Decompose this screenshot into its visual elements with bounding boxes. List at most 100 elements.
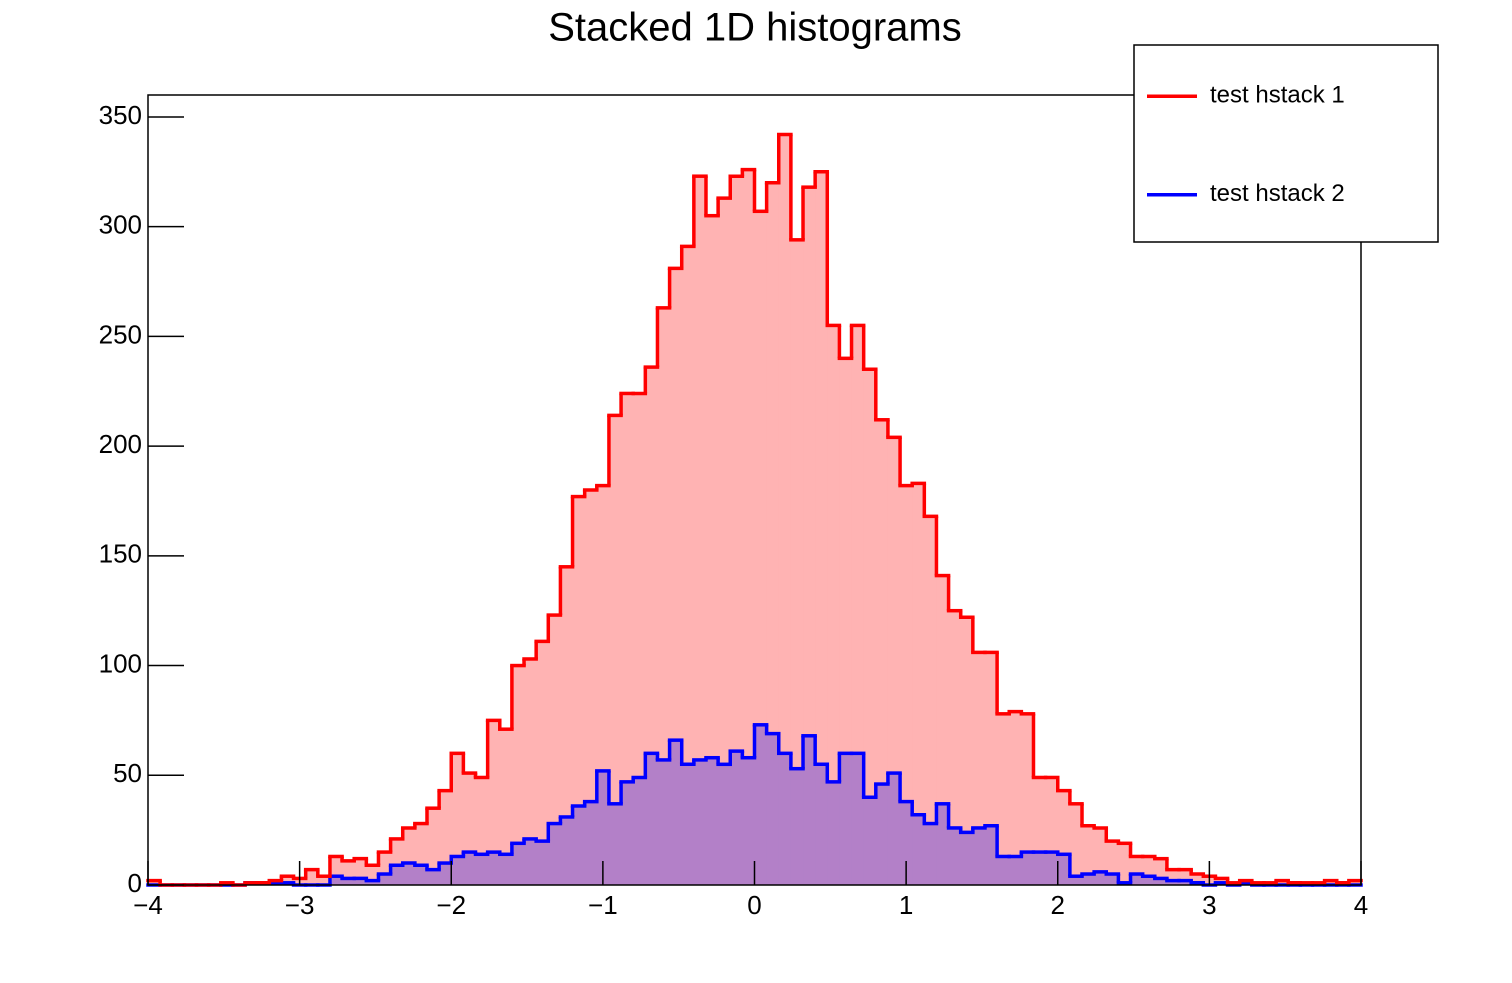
histogram-bar [499, 729, 513, 855]
histogram-bar [633, 393, 646, 778]
histogram-bar [342, 860, 355, 879]
y-tick-label: 50 [113, 758, 142, 788]
histogram-bar [1130, 874, 1144, 885]
y-tick-label: 0 [128, 868, 142, 898]
histogram-bar [657, 759, 671, 885]
histogram-bar [766, 182, 780, 734]
histogram-bar [1021, 713, 1034, 853]
histogram-bar [1033, 777, 1047, 853]
histogram-bar [1166, 869, 1180, 881]
histogram-bar [451, 856, 464, 885]
histogram-bar [378, 874, 392, 885]
histogram-bar [1057, 790, 1071, 855]
histogram-bar [815, 764, 828, 885]
histogram-bar [645, 367, 658, 754]
histogram-bar [790, 768, 804, 885]
chart-title: Stacked 1D histograms [548, 6, 962, 50]
histogram-bar [536, 841, 549, 885]
histogram-bar [1094, 827, 1107, 872]
histogram-bar [924, 516, 937, 824]
histogram-bar [681, 764, 695, 885]
histogram-bar [887, 773, 901, 885]
histogram-bar [402, 827, 416, 864]
histogram-bar [342, 878, 355, 885]
histogram-bar [1057, 854, 1071, 885]
histogram-bar [972, 827, 986, 885]
histogram-bar [426, 808, 440, 870]
legend-label: test hstack 1 [1210, 82, 1345, 109]
x-tick-label: −4 [133, 890, 163, 920]
histogram-bar [536, 641, 549, 842]
histogram-bar [487, 720, 501, 853]
histogram-bar [900, 485, 913, 802]
histogram-bar [1276, 880, 1289, 885]
histogram-bar [1082, 825, 1095, 875]
histogram-bar [657, 307, 671, 760]
histogram-bar [742, 169, 755, 758]
histogram-bar [354, 858, 367, 879]
histogram-bar [608, 803, 622, 885]
histogram-bar [475, 777, 489, 855]
histogram-bar [621, 393, 634, 782]
x-tick-label: −2 [436, 890, 466, 920]
histogram-bar [900, 801, 913, 885]
legend-box [1133, 44, 1439, 243]
histogram-bar [863, 369, 877, 798]
histogram-bar [1106, 874, 1119, 885]
histogram-bar [1045, 777, 1059, 853]
histogram-bar [1142, 876, 1156, 885]
x-tick-label: −1 [588, 890, 618, 920]
histogram-bar [693, 176, 707, 760]
histogram-bar [329, 876, 343, 885]
histogram-bar [524, 838, 537, 885]
histogram-bar [1009, 856, 1022, 885]
histogram-bar [669, 740, 683, 885]
legend-label: test hstack 2 [1210, 180, 1345, 207]
histogram-bar [366, 880, 379, 885]
x-tick-label: 2 [1051, 890, 1065, 920]
histogram-bar [718, 198, 731, 765]
histogram-bar [439, 790, 452, 864]
histogram-bar [730, 751, 743, 885]
histogram-bar [317, 876, 331, 885]
histogram-bar [1094, 871, 1107, 885]
histogram-bar [1118, 843, 1132, 883]
histogram-bar [366, 865, 379, 881]
histogram-bar [827, 325, 840, 782]
histogram-bar [997, 713, 1010, 857]
x-tick-label: 1 [899, 890, 913, 920]
histogram-bar [972, 652, 986, 828]
x-tick-label: 3 [1202, 890, 1216, 920]
x-tick-label: 0 [747, 890, 761, 920]
histogram-bar [1009, 711, 1022, 857]
histogram-bar [815, 171, 828, 765]
series-outline [146, 132, 1363, 887]
histogram-bar [827, 781, 840, 885]
histogram-bar [766, 733, 780, 885]
histogram-bar [875, 419, 889, 785]
x-tick-label: 4 [1354, 890, 1368, 920]
histogram-bar [863, 797, 877, 885]
histogram-bar [984, 825, 998, 885]
histogram-bar [948, 610, 962, 828]
histogram-bar [511, 665, 525, 844]
histogram-bar [754, 211, 768, 725]
series-layer [148, 134, 1362, 885]
histogram-bar [402, 863, 416, 885]
histogram-bar [803, 187, 816, 736]
histogram-bar [451, 753, 464, 857]
histogram-bar [997, 856, 1010, 885]
histogram-bar [936, 803, 950, 885]
histogram-bar [1045, 852, 1059, 885]
histogram-bar [596, 485, 610, 771]
histogram-bar [329, 856, 343, 877]
histogram-bar [426, 869, 440, 885]
histogram-bar [572, 806, 586, 885]
histogram-bar [524, 658, 537, 839]
histogram-bar [1166, 880, 1180, 885]
histogram-bar [560, 566, 574, 817]
histogram-bar [414, 823, 428, 866]
series-layer [245, 724, 1253, 885]
histogram-bar [730, 176, 743, 752]
